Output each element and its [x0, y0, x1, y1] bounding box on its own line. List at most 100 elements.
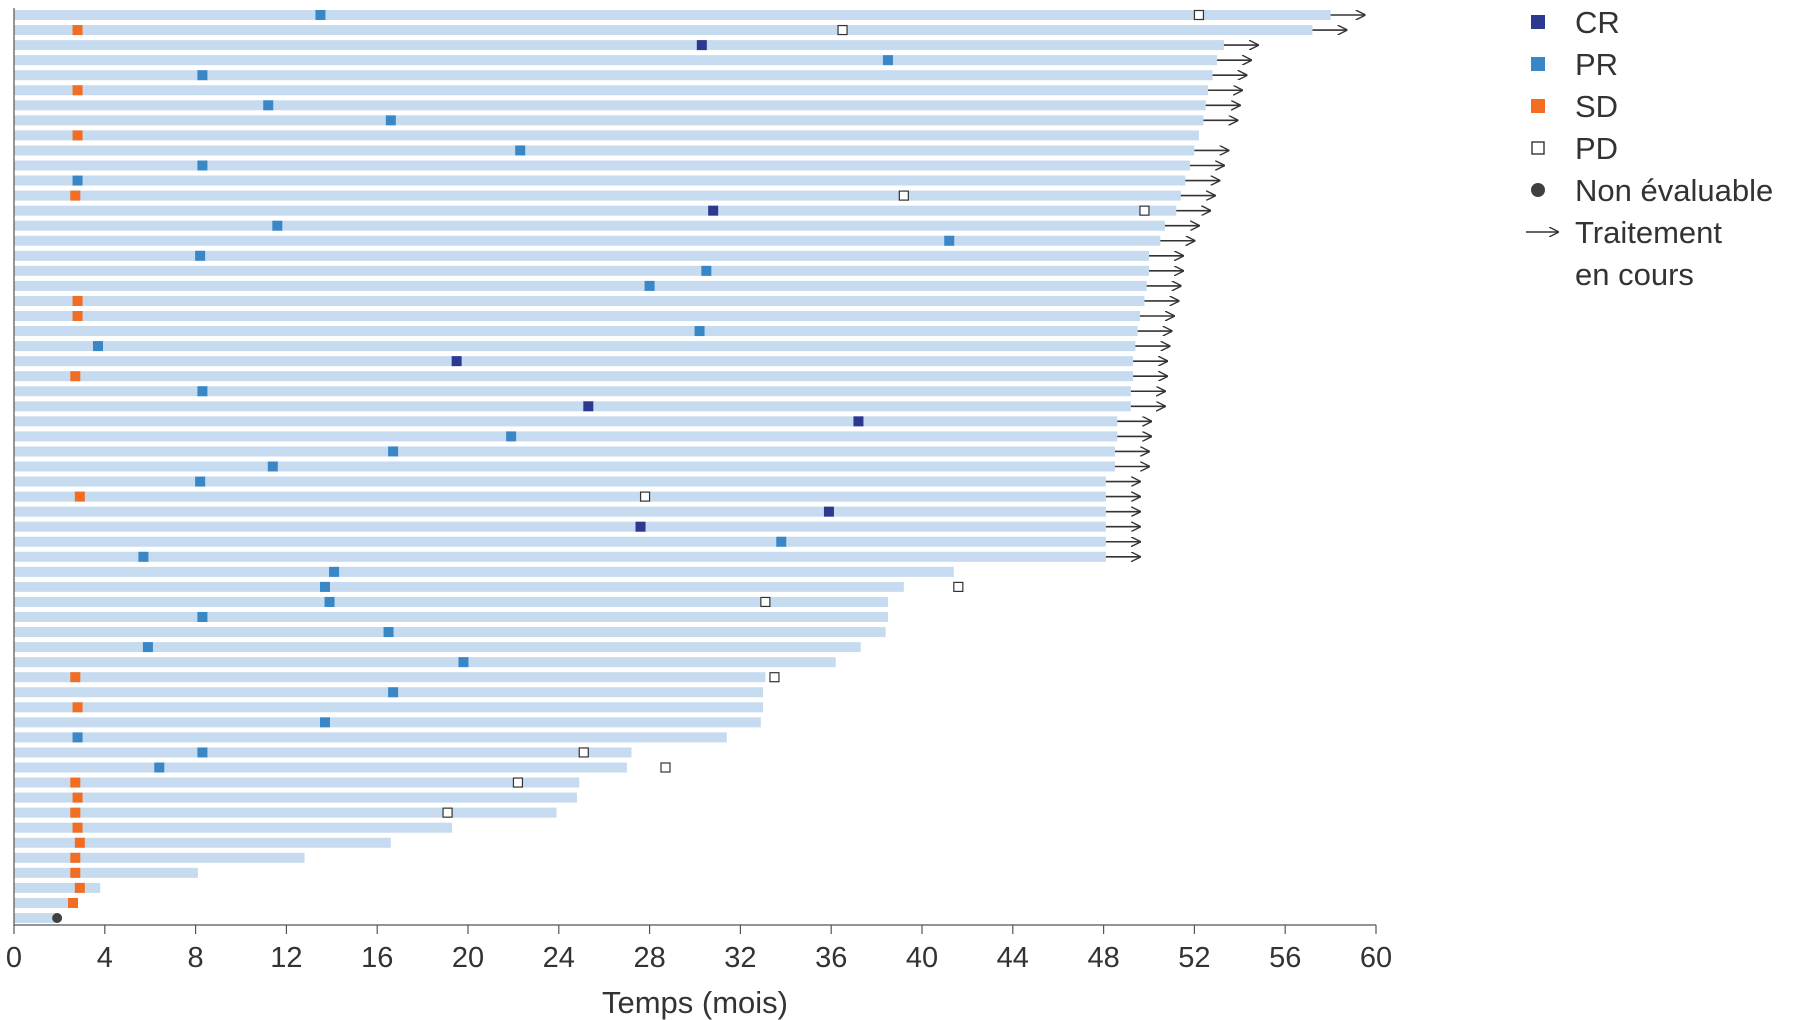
legend-pd-icon	[1531, 141, 1545, 155]
patient-bar-24	[14, 356, 1134, 367]
marker-pr-18	[701, 265, 712, 276]
patient-bar-5	[14, 70, 1213, 81]
marker-pr-11	[197, 160, 208, 171]
x-axis-title: Temps (mois)	[602, 985, 788, 1020]
legend-ne-icon	[1531, 183, 1545, 197]
patient-bar-12	[14, 175, 1186, 186]
x-tick-label-36: 36	[815, 942, 847, 974]
x-tick-label-52: 52	[1178, 942, 1210, 974]
x-axis-ticks: 0 4 8 12 16 20 24 28 32 36 40 44 48 52 56 60	[6, 925, 1392, 974]
marker-ne-61	[52, 913, 63, 923]
marker-pd-54	[442, 807, 453, 818]
marker-cr-34	[823, 506, 834, 517]
marker-pr-51	[154, 762, 165, 773]
marker-pr-37	[138, 551, 149, 562]
patient-bar-58	[14, 867, 198, 878]
patient-bar-16	[14, 235, 1161, 246]
marker-sd-9	[72, 130, 83, 141]
patient-bar-9	[14, 130, 1199, 141]
x-tick-label-40: 40	[906, 942, 938, 974]
marker-pd-51	[660, 762, 671, 773]
patient-bar-26	[14, 386, 1131, 397]
patient-bar-54	[14, 807, 557, 818]
patient-bar-40	[14, 596, 888, 607]
patient-bar-32	[14, 476, 1106, 487]
patient-bar-3	[14, 40, 1224, 51]
marker-sd-55	[72, 822, 83, 833]
patient-bar-60	[14, 897, 76, 908]
marker-sd-58	[70, 867, 81, 878]
marker-sd-2	[72, 25, 83, 36]
marker-pr-32	[195, 476, 206, 487]
patient-bar-8	[14, 115, 1204, 126]
patient-bar-38	[14, 566, 954, 577]
marker-pr-39	[319, 581, 330, 592]
patient-bar-6	[14, 85, 1209, 96]
marker-pd-45	[769, 672, 780, 683]
x-tick-label-4: 4	[97, 942, 113, 974]
x-tick-label-32: 32	[724, 942, 756, 974]
legend-ne-label: Non évaluable	[1575, 173, 1773, 208]
marker-cr-24	[451, 356, 462, 367]
marker-cr-35	[635, 521, 646, 532]
patient-bar-17	[14, 250, 1149, 261]
marker-pd-33	[639, 491, 651, 502]
patient-bar-49	[14, 732, 727, 743]
patient-bar-19	[14, 280, 1147, 291]
marker-pr-49	[72, 732, 83, 743]
patient-bar-1	[14, 10, 1331, 20]
marker-sd-60	[68, 897, 79, 908]
patient-bar-13	[14, 190, 1181, 201]
marker-pr-31	[267, 461, 278, 472]
marker-pr-15	[272, 220, 283, 231]
marker-pr-42	[383, 627, 394, 638]
marker-pr-48	[319, 717, 330, 728]
patient-bar-48	[14, 717, 761, 728]
marker-pr-30	[388, 446, 399, 457]
x-tick-label-24: 24	[543, 942, 575, 974]
patient-bar-27	[14, 401, 1131, 412]
patient-bar-37	[14, 551, 1106, 562]
patient-bar-15	[14, 220, 1165, 231]
marker-pd-2	[837, 24, 848, 36]
legend-sd-icon	[1531, 99, 1545, 113]
marker-sd-52	[70, 777, 81, 788]
marker-pr-43	[142, 642, 153, 653]
marker-pd-1	[1193, 9, 1205, 21]
marker-cr-3	[696, 40, 707, 51]
marker-sd-54	[70, 807, 81, 818]
marker-pr-26	[197, 386, 208, 397]
marker-pr-19	[644, 280, 655, 291]
patient-bar-20	[14, 295, 1145, 306]
legend-ongoing-label-1: Traitement	[1575, 215, 1722, 250]
marker-pr-16	[944, 235, 955, 246]
marker-pr-7	[263, 100, 274, 111]
ongoing-arrows	[1105, 15, 1365, 557]
axes	[13, 8, 1376, 926]
legend-cr-icon	[1531, 15, 1545, 29]
x-tick-label-28: 28	[633, 942, 665, 974]
patient-bar-18	[14, 265, 1149, 276]
marker-pr-50	[197, 747, 208, 758]
patient-bar-50	[14, 747, 632, 758]
marker-pr-29	[506, 431, 517, 442]
x-tick-label-0: 0	[6, 942, 22, 974]
marker-sd-6	[72, 85, 83, 96]
marker-pd-39	[953, 581, 964, 593]
marker-pd-52	[512, 777, 524, 788]
marker-sd-56	[74, 837, 85, 848]
patient-bar-22	[14, 326, 1138, 337]
response-markers	[52, 9, 1205, 923]
patient-bar-25	[14, 371, 1134, 382]
legend-cr-label: CR	[1575, 5, 1620, 40]
marker-pr-10	[515, 145, 526, 156]
marker-sd-45	[70, 672, 81, 683]
marker-pr-12	[72, 175, 83, 186]
marker-pr-5	[197, 70, 208, 81]
patient-bar-35	[14, 521, 1106, 532]
patient-bar-34	[14, 506, 1106, 517]
marker-sd-25	[70, 371, 81, 382]
patient-bars	[14, 10, 1331, 923]
legend-ongoing-label-2: en cours	[1575, 257, 1694, 292]
patient-bar-31	[14, 461, 1115, 472]
